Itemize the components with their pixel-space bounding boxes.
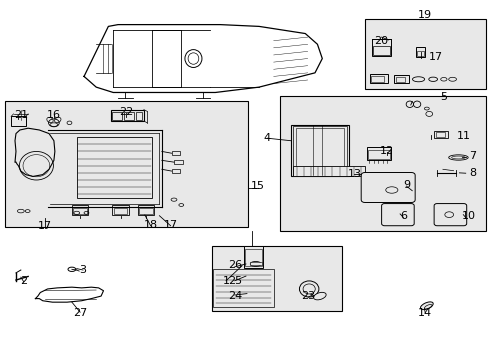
Text: 2: 2 <box>20 276 27 286</box>
Bar <box>365 19 485 89</box>
Bar <box>433 131 447 138</box>
Text: 27: 27 <box>73 308 87 318</box>
Text: 18: 18 <box>143 220 158 230</box>
Ellipse shape <box>250 261 261 266</box>
Text: 16: 16 <box>47 110 61 120</box>
Text: 24: 24 <box>227 291 242 301</box>
Bar <box>114 208 127 214</box>
Bar <box>244 249 261 266</box>
Bar <box>372 46 389 55</box>
Bar <box>11 116 26 126</box>
Ellipse shape <box>420 302 432 310</box>
Bar <box>171 168 180 173</box>
Ellipse shape <box>313 292 325 300</box>
Text: 14: 14 <box>417 308 431 318</box>
Bar <box>5 101 248 227</box>
Bar <box>174 159 183 164</box>
Text: 20: 20 <box>374 36 388 46</box>
Text: 17: 17 <box>163 220 177 230</box>
Text: 26: 26 <box>227 260 242 270</box>
Bar <box>243 246 263 267</box>
Text: 17: 17 <box>427 52 442 62</box>
Bar <box>212 269 273 307</box>
Text: 1: 1 <box>222 276 229 286</box>
Bar <box>292 126 346 175</box>
Bar <box>249 262 261 265</box>
Text: 25: 25 <box>227 276 242 286</box>
Text: 19: 19 <box>416 10 430 19</box>
Bar <box>77 137 152 198</box>
Text: 3: 3 <box>80 265 86 275</box>
Bar <box>111 110 143 121</box>
Text: 10: 10 <box>461 211 475 221</box>
Bar <box>416 51 423 56</box>
Bar <box>72 205 88 215</box>
Ellipse shape <box>20 152 53 180</box>
Bar <box>211 246 341 311</box>
Bar <box>393 75 408 83</box>
Text: 5: 5 <box>440 92 447 102</box>
FancyBboxPatch shape <box>381 203 413 226</box>
Text: 8: 8 <box>468 168 476 178</box>
FancyBboxPatch shape <box>433 203 466 226</box>
Bar <box>371 39 390 56</box>
Text: 21: 21 <box>14 110 28 120</box>
Bar <box>395 77 405 82</box>
Bar <box>123 112 133 120</box>
Text: 17: 17 <box>38 221 52 231</box>
Text: 12: 12 <box>379 146 393 156</box>
Text: 6: 6 <box>399 211 406 221</box>
Bar <box>112 205 128 215</box>
Text: 23: 23 <box>301 291 315 301</box>
Bar <box>366 147 390 160</box>
Bar <box>295 128 344 173</box>
Bar <box>371 76 383 82</box>
Bar <box>250 273 263 279</box>
Ellipse shape <box>299 281 318 297</box>
Bar <box>73 208 87 214</box>
Bar <box>135 112 142 120</box>
Bar <box>112 112 122 120</box>
Text: 7: 7 <box>468 151 476 161</box>
Bar <box>435 132 445 137</box>
Text: 22: 22 <box>119 107 133 117</box>
Bar <box>369 74 387 83</box>
Bar <box>137 205 154 215</box>
Text: 13: 13 <box>346 169 361 179</box>
Ellipse shape <box>248 291 261 296</box>
Bar <box>292 166 365 176</box>
Text: 15: 15 <box>250 181 264 192</box>
Bar <box>368 150 389 159</box>
Bar <box>171 151 180 155</box>
Text: 11: 11 <box>456 131 470 141</box>
FancyBboxPatch shape <box>361 172 414 203</box>
Text: 4: 4 <box>263 133 270 143</box>
Bar <box>280 96 485 231</box>
Bar <box>290 125 348 176</box>
Bar <box>415 47 425 57</box>
Text: 9: 9 <box>402 180 409 190</box>
Bar <box>139 208 152 214</box>
